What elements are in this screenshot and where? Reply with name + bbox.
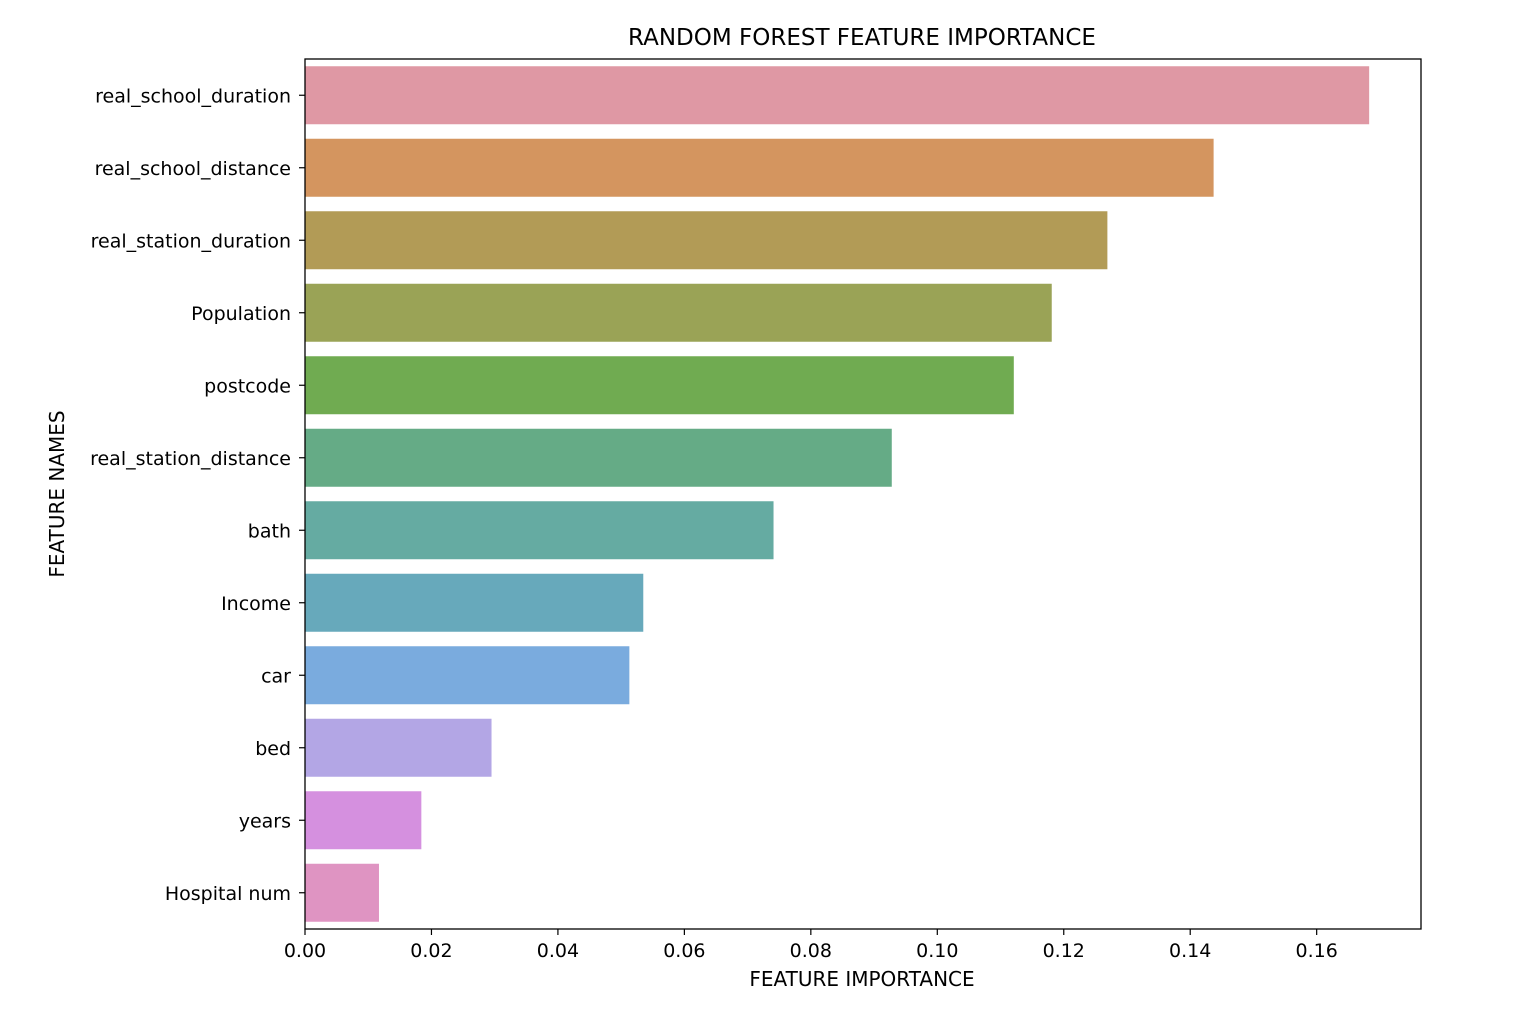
x-tick-label: 0.00 — [284, 940, 326, 962]
y-tick-label: postcode — [204, 375, 291, 397]
x-tick-label: 0.04 — [537, 940, 579, 962]
y-tick-label: bath — [248, 520, 291, 542]
bar-population — [305, 283, 1052, 342]
y-axis-label: FEATURE NAMES — [45, 410, 69, 577]
bar-income — [305, 573, 644, 632]
bar-hospital-num — [305, 863, 379, 922]
bar-bed — [305, 718, 492, 777]
y-tick-label: Hospital num — [165, 883, 291, 905]
x-tick-label: 0.08 — [790, 940, 832, 962]
chart-title: RANDOM FOREST FEATURE IMPORTANCE — [628, 25, 1096, 51]
bar-real-school-duration — [305, 66, 1370, 125]
bar-bath — [305, 501, 774, 560]
plot-frame — [304, 58, 1422, 930]
y-tick-label: bed — [255, 738, 291, 760]
bar-postcode — [305, 356, 1014, 415]
y-tick-label: real_station_duration — [91, 230, 291, 252]
y-tick-label: car — [261, 665, 291, 687]
bar-car — [305, 646, 630, 705]
x-axis-label: FEATURE IMPORTANCE — [749, 967, 974, 991]
y-tick-label: Income — [221, 593, 291, 615]
y-tick-label: Population — [191, 303, 291, 325]
x-tick-label: 0.12 — [1043, 940, 1085, 962]
bar-real-school-distance — [305, 138, 1214, 197]
x-tick-label: 0.14 — [1169, 940, 1211, 962]
x-tick-label: 0.06 — [663, 940, 705, 962]
x-tick-label: 0.02 — [410, 940, 452, 962]
x-tick-label: 0.16 — [1296, 940, 1338, 962]
x-axis-ticks: 0.00 0.02 0.04 0.06 0.08 0.10 0.12 0.14 0.16 — [284, 929, 1338, 962]
bars-group — [305, 66, 1370, 922]
y-tick-label: real_station_distance — [90, 448, 291, 470]
y-tick-label: real_school_distance — [95, 158, 291, 180]
bar-real-station-distance — [305, 428, 892, 487]
y-tick-label: real_school_duration — [95, 85, 291, 107]
y-axis-ticks: real_school_duration real_school_distance… — [90, 85, 305, 905]
bar-years — [305, 791, 422, 850]
bar-real-station-duration — [305, 211, 1108, 270]
y-tick-label: years — [239, 810, 291, 832]
x-tick-label: 0.10 — [916, 940, 958, 962]
